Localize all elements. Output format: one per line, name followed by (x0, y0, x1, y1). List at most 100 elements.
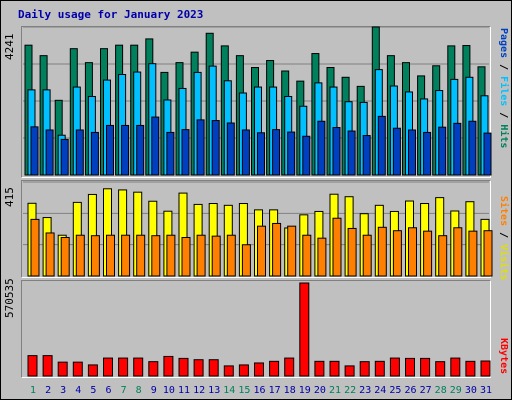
sites-bar (272, 222, 282, 277)
kbytes-bar (465, 360, 476, 377)
sites-bar (453, 227, 463, 277)
day-label: 1 (30, 385, 36, 396)
day-label: 29 (450, 385, 462, 396)
pages-bar (392, 127, 401, 176)
pages-bar (226, 122, 235, 176)
day-label: 30 (465, 385, 477, 396)
pages-bar (423, 131, 432, 176)
day-label: 31 (480, 385, 492, 396)
sites-bar (438, 235, 448, 277)
sites-bar (332, 217, 342, 277)
day-label: 2 (45, 385, 51, 396)
pages-bar (332, 127, 341, 176)
sites-bar (423, 230, 433, 277)
pages-bar (317, 120, 326, 176)
sites-bar (45, 232, 55, 277)
sites-bar (287, 225, 297, 277)
day-label: 25 (389, 385, 401, 396)
sites-bar (30, 218, 40, 277)
kbytes-bar (269, 360, 280, 377)
day-label: 27 (420, 385, 432, 396)
day-label: 17 (269, 385, 281, 396)
pages-bar (287, 131, 296, 176)
kbytes-bar (389, 357, 400, 377)
sites-bar (226, 234, 236, 277)
sites-bar (90, 235, 100, 277)
day-label: 10 (163, 385, 175, 396)
kbytes-bar (208, 359, 219, 377)
kbytes-bar (103, 357, 113, 377)
pages-bar (90, 131, 99, 176)
kbytes-bar (27, 355, 38, 377)
kbytes-bar (223, 365, 234, 377)
day-label: 6 (105, 385, 111, 396)
kbytes-bar (299, 282, 310, 377)
sites-bar (392, 230, 402, 277)
pages-bar (483, 132, 492, 176)
pages-bar (347, 130, 356, 176)
kbytes-bar (405, 357, 415, 377)
sites-bar (302, 234, 312, 277)
day-label: 12 (193, 385, 205, 396)
day-label: 22 (344, 385, 356, 396)
pages-bar (151, 116, 160, 176)
day-label: 14 (223, 385, 235, 396)
kbytes-bar (435, 361, 446, 377)
day-label: 9 (151, 385, 157, 396)
kbytes-bar (329, 360, 340, 377)
sites-bar (362, 234, 372, 277)
kbytes-bar (178, 357, 189, 377)
pages-bar (60, 138, 69, 176)
sites-bar (166, 234, 176, 277)
pages-bar (211, 120, 220, 176)
day-label: 21 (329, 385, 341, 396)
pages-bar (302, 135, 311, 176)
pages-bar (121, 124, 130, 176)
sites-bar (468, 230, 478, 277)
kbytes-bar (163, 355, 174, 377)
kbytes-bar (374, 360, 385, 377)
pages-bar (257, 132, 265, 176)
sites-bar (181, 236, 191, 277)
day-label: 23 (359, 385, 371, 396)
day-label: 8 (136, 385, 142, 396)
kbytes-bar (238, 364, 249, 377)
kbytes-bar (480, 360, 491, 377)
sites-bar (408, 227, 417, 277)
pages-bar (272, 129, 281, 176)
pages-bar (453, 122, 462, 176)
day-label: 13 (208, 385, 220, 396)
sites-bar (151, 235, 161, 277)
day-label: 5 (90, 385, 96, 396)
day-label: 18 (284, 385, 296, 396)
pages-bar (196, 119, 205, 176)
sites-bar (317, 237, 327, 277)
kbytes-bar (344, 365, 355, 377)
sites-bar (136, 234, 146, 277)
day-label: 11 (178, 385, 190, 396)
day-label: 15 (238, 385, 250, 396)
sites-bar (241, 244, 251, 277)
kbytes-bar (450, 357, 461, 377)
sites-bar (196, 234, 206, 277)
sites-bar (347, 227, 357, 277)
kbytes-bar (359, 361, 370, 377)
sites-bar (60, 236, 70, 277)
day-label: 16 (253, 385, 265, 396)
kbytes-bar (118, 357, 129, 377)
day-label: 19 (299, 385, 311, 396)
sites-bar (121, 234, 131, 277)
kbytes-bar (420, 357, 431, 377)
day-label: 28 (435, 385, 447, 396)
day-label: 7 (121, 385, 127, 396)
pages-bar (408, 129, 416, 176)
pages-bar (377, 115, 386, 176)
chart-title: Daily usage for January 2023 (18, 8, 204, 21)
pages-bar (362, 135, 371, 176)
sites-bar (75, 234, 85, 277)
day-label: 4 (75, 385, 81, 396)
day-label: 26 (404, 385, 416, 396)
sites-bar (377, 226, 387, 277)
pages-bar (438, 126, 447, 176)
